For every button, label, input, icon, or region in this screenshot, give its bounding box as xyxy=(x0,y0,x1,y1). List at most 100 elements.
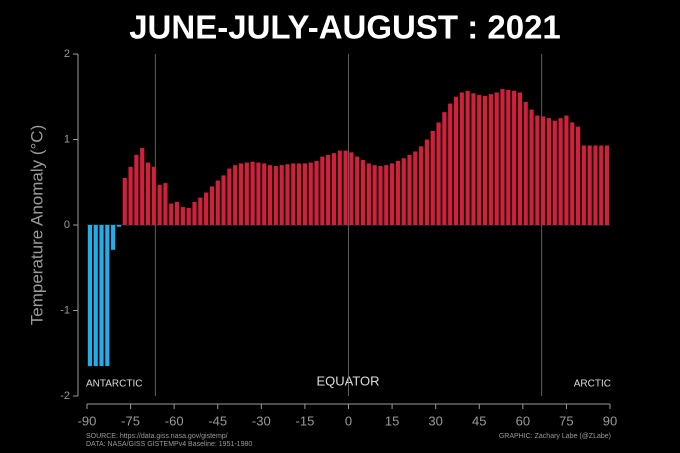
bar xyxy=(366,163,371,225)
x-tick-label: -60 xyxy=(165,413,184,428)
bar xyxy=(378,166,383,225)
annotation: ARCTIC xyxy=(574,379,611,390)
bar xyxy=(273,166,278,225)
bar xyxy=(529,109,534,225)
bar xyxy=(145,162,151,225)
bar xyxy=(564,115,569,225)
bar xyxy=(482,95,488,226)
bar xyxy=(570,122,575,225)
bar xyxy=(128,166,133,225)
bar xyxy=(186,207,191,225)
x-tick-label: -90 xyxy=(78,413,97,428)
x-tick-label: 45 xyxy=(472,413,486,428)
x-tick-label: -30 xyxy=(252,413,271,428)
x-tick-label: 75 xyxy=(559,413,573,428)
bar xyxy=(343,150,348,225)
bar xyxy=(140,148,145,225)
bar xyxy=(517,92,523,225)
bar xyxy=(442,112,447,225)
bar xyxy=(238,163,244,225)
x-tick-label: -45 xyxy=(208,413,227,428)
bar xyxy=(471,93,476,225)
bar xyxy=(558,118,563,225)
x-tick-label: 15 xyxy=(385,413,399,428)
bar xyxy=(227,168,232,225)
bar xyxy=(174,201,180,225)
bar xyxy=(267,165,273,225)
bar xyxy=(308,162,313,225)
bar xyxy=(581,145,586,225)
bar xyxy=(599,145,604,225)
bar xyxy=(535,115,540,225)
x-tick-label: 0 xyxy=(345,413,352,428)
bar xyxy=(575,126,581,225)
bar xyxy=(279,165,284,225)
bar xyxy=(448,103,453,225)
bar xyxy=(407,154,412,225)
bar xyxy=(512,90,517,225)
bar xyxy=(192,201,197,225)
bar xyxy=(337,150,342,225)
bar xyxy=(419,146,424,225)
bar xyxy=(436,122,441,225)
data-note: DATA: NASA/GISS GISTEMPv4 Baseline: 1951… xyxy=(86,441,252,448)
bar xyxy=(169,203,174,225)
bar xyxy=(500,89,505,226)
bar xyxy=(250,161,255,225)
bar xyxy=(465,90,470,225)
bar xyxy=(105,225,110,367)
bar xyxy=(541,116,546,225)
bar xyxy=(349,152,354,225)
bar xyxy=(209,186,215,225)
x-tick-label: -75 xyxy=(121,413,140,428)
bar xyxy=(291,163,296,225)
y-tick-label: -2 xyxy=(60,390,70,402)
bar xyxy=(87,225,92,367)
bar xyxy=(233,165,238,225)
bar xyxy=(372,165,377,225)
y-tick-label: 2 xyxy=(64,48,70,60)
bar xyxy=(122,177,127,225)
annotation: EQUATOR xyxy=(316,373,379,388)
bar xyxy=(262,163,267,225)
bar xyxy=(552,120,557,225)
bar xyxy=(488,94,493,225)
bar xyxy=(424,139,430,225)
bar xyxy=(389,163,395,225)
bar xyxy=(244,162,249,225)
bar xyxy=(285,164,290,225)
y-tick-label: 0 xyxy=(64,219,70,231)
bar xyxy=(413,151,418,225)
bar xyxy=(593,145,598,225)
annotation: ANTARCTIC xyxy=(86,379,142,390)
bar xyxy=(221,175,226,225)
x-tick-label: 90 xyxy=(603,413,617,428)
bar xyxy=(302,163,308,225)
bar xyxy=(157,184,162,225)
bar xyxy=(546,118,552,225)
y-tick-label: -1 xyxy=(60,304,70,316)
bar xyxy=(605,145,610,225)
bar xyxy=(355,156,360,225)
bar xyxy=(459,92,464,225)
bar xyxy=(384,165,389,225)
bar xyxy=(93,225,98,367)
bar xyxy=(314,160,319,225)
bar xyxy=(494,92,499,225)
bar xyxy=(215,180,220,225)
x-tick-label: -15 xyxy=(296,413,315,428)
bar xyxy=(111,225,116,250)
bar xyxy=(320,156,325,225)
bar xyxy=(395,160,400,225)
bar xyxy=(523,101,528,225)
bar xyxy=(99,225,104,367)
y-tick-label: 1 xyxy=(64,133,70,145)
bar xyxy=(453,96,459,225)
bar xyxy=(116,225,122,227)
x-tick-label: 60 xyxy=(516,413,530,428)
bar xyxy=(256,162,261,225)
source-note: SOURCE: https://data.giss.nasa.gov/giste… xyxy=(86,433,228,440)
bar xyxy=(506,89,511,225)
